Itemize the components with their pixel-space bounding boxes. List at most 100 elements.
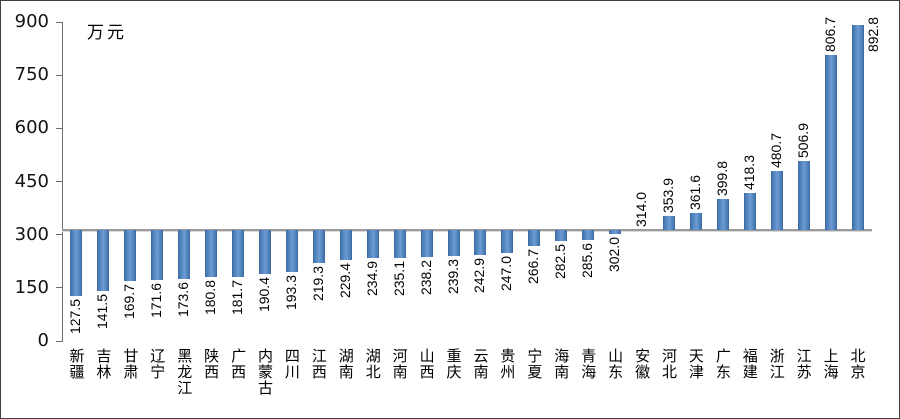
- bar: [447, 229, 460, 257]
- x-axis-label: 安徽: [633, 348, 652, 380]
- bar: [366, 229, 379, 258]
- bar-value-label: 361.6: [686, 174, 703, 210]
- bar: [285, 229, 298, 273]
- bar-value-label: 282.5: [552, 243, 569, 279]
- x-axis-label: 青海: [579, 348, 598, 380]
- bar: [609, 229, 622, 234]
- bar-value-label: 219.3: [309, 266, 326, 302]
- x-axis-label: 重庆: [444, 348, 463, 380]
- bar-value-label: 266.7: [525, 249, 542, 285]
- bar-value-label: 229.4: [336, 262, 353, 298]
- x-axis-label: 江西: [309, 348, 328, 380]
- bar: [259, 229, 271, 274]
- x-axis-label: 天津: [686, 348, 705, 380]
- x-axis-label: 辽宁: [148, 348, 167, 380]
- y-axis-tick-mark: [56, 127, 62, 129]
- bar: [555, 229, 568, 241]
- x-axis-label: 湖北: [363, 348, 382, 380]
- bar-value-label: 181.7: [229, 279, 246, 315]
- y-axis-tick-mark: [56, 21, 62, 23]
- x-axis-label: 贵州: [498, 348, 517, 380]
- bar-value-label: 173.6: [175, 282, 192, 318]
- x-axis-label: 福建: [740, 348, 759, 380]
- x-axis-label: 江苏: [794, 348, 813, 380]
- x-axis-label: 吉林: [94, 348, 113, 380]
- y-axis-tick-label: 300: [14, 223, 49, 245]
- bar-value-label: 127.5: [67, 298, 84, 334]
- x-axis-label: 河北: [660, 348, 678, 380]
- x-axis-label: 甘肃: [121, 348, 140, 380]
- bar: [474, 229, 487, 255]
- x-axis-label: 河南: [390, 348, 409, 380]
- bar: [70, 229, 83, 296]
- bar: [797, 161, 810, 230]
- bar-value-label: 418.3: [740, 154, 757, 190]
- x-axis-label: 广东: [713, 348, 732, 380]
- bar: [716, 199, 729, 230]
- y-axis-tick-label: 900: [14, 11, 49, 32]
- x-axis-label: 宁夏: [525, 348, 544, 380]
- y-axis-tick-mark: [56, 287, 62, 289]
- bar-value-label: 242.9: [471, 257, 488, 293]
- bar-value-label: 314.0: [633, 191, 650, 227]
- bar-value-label: 480.7: [767, 132, 784, 168]
- bar: [528, 229, 541, 247]
- bar: [501, 229, 514, 254]
- bar-value-label: 247.0: [498, 256, 515, 292]
- bar-value-label: 892.8: [864, 16, 881, 52]
- x-axis-label: 湖南: [336, 348, 355, 380]
- bar: [178, 229, 191, 280]
- x-axis-label: 陕西: [202, 348, 221, 380]
- bar: [205, 229, 218, 277]
- y-axis-line: [62, 22, 63, 342]
- bar: [393, 229, 406, 258]
- x-axis-label: 山西: [417, 348, 436, 380]
- bar: [232, 229, 245, 277]
- y-axis-unit-label: 万元: [87, 23, 127, 43]
- x-axis-label: 新疆: [67, 348, 86, 380]
- bar: [582, 229, 595, 240]
- x-axis-label: 黑龙江: [175, 348, 194, 396]
- y-axis-tick-mark: [56, 340, 62, 342]
- bar-value-label: 353.9: [660, 177, 676, 213]
- x-axis: 新疆 吉林 甘肃 辽宁 黑龙江 陕西 广西 内蒙古 四川 江西 湖南 湖北 河南 山西 重庆 云南 贵州 宁夏 海南…: [63, 348, 871, 418]
- bar-value-label: 171.6: [148, 283, 165, 319]
- x-axis-label: 浙江: [767, 348, 786, 380]
- bar: [339, 229, 352, 260]
- y-axis-tick-label: 150: [14, 276, 49, 298]
- x-axis-label: 山东: [606, 348, 625, 380]
- y-axis-tick-label: 600: [14, 117, 49, 139]
- x-axis-label: 云南: [471, 348, 490, 380]
- x-axis-label: 广西: [229, 348, 248, 380]
- bar-value-label: 302.0: [606, 236, 623, 272]
- bar: [743, 192, 756, 230]
- bar-value-label: 234.9: [363, 260, 380, 296]
- y-axis-tick-mark: [56, 181, 62, 182]
- bar: [151, 229, 164, 281]
- x-axis-label: 北京: [848, 348, 867, 380]
- bar-value-label: 193.3: [282, 275, 299, 311]
- bar-value-label: 806.7: [821, 17, 838, 53]
- bar-value-label: 399.8: [713, 161, 730, 197]
- bar-value-label: 238.2: [417, 259, 434, 295]
- x-axis-label: 上海: [821, 348, 840, 380]
- x-axis-label: 四川: [282, 348, 301, 380]
- bar-value-label: 285.6: [579, 242, 596, 278]
- y-axis-tick-mark: [56, 234, 62, 236]
- bar: [824, 55, 837, 230]
- y-axis-tick-label: 450: [14, 170, 49, 192]
- x-axis-label: 海南: [552, 348, 571, 380]
- y-axis-tick-label: 750: [14, 64, 49, 86]
- y-axis-tick-mark: [56, 74, 62, 76]
- bar-value-label: 180.8: [202, 279, 219, 315]
- bar: [420, 229, 433, 257]
- category-axis-line: [62, 228, 872, 231]
- bar: [770, 170, 783, 230]
- bar: [312, 229, 325, 264]
- bar: [689, 212, 702, 230]
- bar: [851, 24, 864, 230]
- bar: [663, 215, 675, 230]
- plot-area: 127.5 141.5 169.7 171.6 173.6 180.8 181.7 190.4…: [62, 17, 881, 341]
- bar: [124, 229, 137, 281]
